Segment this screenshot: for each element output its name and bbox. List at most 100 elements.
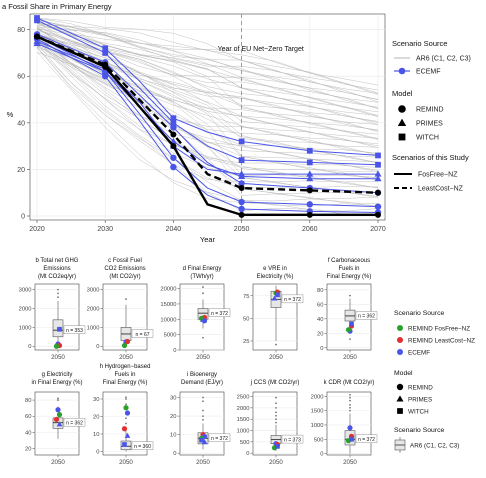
ar6-scenario-line [36,30,379,139]
ecemf-point [375,152,381,159]
n-label-box [355,434,378,443]
n-label-box [281,294,304,304]
panel-title: f Carbonaceous [328,258,370,264]
ar6-scenario-line [36,28,379,131]
n-label: n = 372 [358,437,375,443]
box-outlier [202,396,204,399]
ar6-scenario-line [36,26,379,140]
panel-title: k CDR (Mt CO2/yr) [324,380,375,386]
n-label-box [355,311,378,320]
panel-title: j CCS (Mt CO2/yr) [250,380,300,386]
ecemf-point [306,170,314,177]
n-label: n = 362 [358,314,375,320]
legend-model-label: PRIMES [416,121,443,128]
n-label-box [63,325,86,334]
box-outlier [349,294,351,297]
box-outlier [125,396,127,399]
legend-model-marker [398,133,406,141]
ecemf-point [374,170,382,177]
box-outlier [349,393,351,396]
panel-frame [326,391,372,456]
panel-title: Electricity (%) [257,274,294,280]
legend-study-label: LeastCost−NZ [418,186,464,193]
box-outlier [57,399,59,401]
panel-x-tick-label: 2050 [119,354,133,361]
n-label: n = 372 [211,436,228,442]
ecemf-point [170,119,177,126]
panel-y-tick-label: 40 [25,430,31,436]
panel-title: Final Energy (%) [103,380,148,386]
box-outlier [57,397,59,400]
panel-title: (TWh/yr) [190,274,213,280]
panel-y-tick-label: 0 [96,450,99,456]
scenario-point [57,326,62,332]
panel-y-tick-label: 0 [96,344,99,350]
n-label: n = 372 [211,311,228,317]
panel-y-tick-label: 500 [240,440,250,446]
legend2-title-box: Scenario Source [394,427,444,434]
x-tick-label: 2050 [234,226,250,233]
ecemf-point [238,170,246,177]
box-outlier [57,288,59,291]
panel-title: e VRE in [263,266,287,272]
box-outlier [125,417,127,420]
ecemf-series-line [36,38,379,214]
ar6-scenario-line [36,19,379,94]
panel-frame [179,391,225,456]
box-panel: k CDR (Mt CO2/yr) 0 500 1000 1500 2000 n = 372… [311,380,378,466]
ar6-scenario-line [36,28,379,116]
study-point [34,33,40,40]
n-label: n = 373 [284,437,301,443]
ecemf-point [238,180,245,187]
legend2-model-marker [396,383,404,391]
panel-y-tick-label: 3000 [19,288,32,294]
legend-model-label: REMIND [416,107,444,114]
panel-y-tick-label: 2000 [311,394,324,400]
legend-top: Scenario Source AR6 (C1, C2, C3) ECEMF Mode… [392,39,471,193]
panel-y-tick-label: 2000 [237,406,250,412]
panel-y-tick-label: 1500 [237,417,250,423]
ecemf-series-line [36,33,379,194]
ecemf-point [238,205,245,213]
legend2-model-label: PRIMES [408,396,432,403]
panel-y-tick-label: 10 [93,432,99,438]
ecemf-point [34,17,40,24]
panel-x-tick-label: 2050 [51,354,65,361]
ecemf-point [374,175,382,182]
box-panel: g Electricity in Final Energy (%) 20 40 60 80… [25,372,86,466]
box-outlier [349,409,351,412]
n-label-box [63,417,86,427]
panel-y-tick-label: 20000 [160,287,176,293]
box-outlier [275,343,277,346]
box-outlier [202,415,204,417]
legend2-model-marker [396,395,404,402]
n-label: n = 372 [284,297,301,303]
panel-y-tick-label: 0 [173,348,176,354]
ar6-scenario-line [36,35,379,163]
panel-title: g Electricity [42,372,73,378]
scenario-point [124,338,131,345]
study-point [375,211,381,218]
panel-y-tick-label: 80 [317,288,323,294]
box-outlier [202,286,204,288]
scenario-point [53,343,60,349]
box-outlier [275,414,277,417]
panel-y-tick-label: 1000 [19,325,32,331]
x-tick-label: 2030 [97,226,113,233]
box-panels: b Total net GHG Emissions (Mt CO2eq/yr) 0 10… [19,258,378,466]
scenario-point [56,412,63,418]
study-point [170,131,177,138]
panel-y-tick-label: 10000 [160,317,176,323]
legend-title-study: Scenarios of this Study [392,153,469,162]
study-point [375,189,381,196]
box-outlier [349,396,351,399]
ecemf-point [306,159,313,166]
ecemf-point [238,138,245,145]
study-point [238,185,245,192]
ar6-scenario-line [36,51,379,207]
panel-y-tick-label: 60 [25,414,31,420]
scenario-point [201,318,208,324]
ar6-scenario-line [36,46,379,212]
panel-y-tick-label: 60 [317,302,323,308]
